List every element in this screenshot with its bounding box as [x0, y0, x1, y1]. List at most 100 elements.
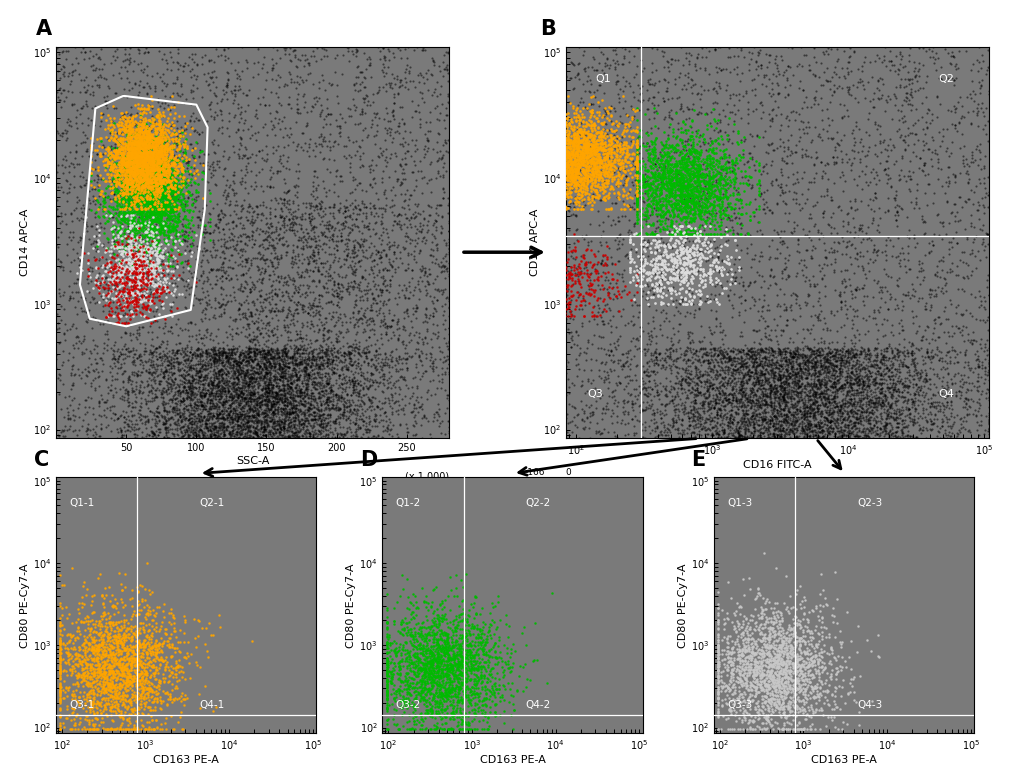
- Point: [747, 360, 763, 372]
- Point: [811, 354, 827, 366]
- Point: [118, 634, 135, 646]
- Point: [137, 198, 153, 210]
- Point: [376, 352, 392, 365]
- Point: [153, 210, 169, 223]
- Point: [86, 669, 102, 681]
- Point: [738, 393, 754, 405]
- Point: [773, 634, 790, 646]
- Point: [129, 162, 146, 175]
- Point: [824, 132, 841, 144]
- Point: [205, 408, 221, 421]
- Point: [549, 147, 566, 159]
- Point: [862, 234, 878, 246]
- Point: [734, 362, 750, 375]
- Point: [620, 120, 636, 132]
- Point: [575, 149, 591, 161]
- Point: [760, 661, 776, 674]
- Point: [962, 268, 978, 281]
- Point: [788, 722, 804, 735]
- Point: [103, 150, 119, 162]
- Point: [237, 364, 254, 376]
- Point: [303, 207, 319, 220]
- Point: [739, 341, 755, 354]
- Point: [279, 352, 296, 364]
- Point: [561, 154, 578, 166]
- Point: [580, 170, 596, 182]
- Point: [118, 296, 135, 308]
- Point: [587, 161, 603, 173]
- Point: [682, 192, 698, 204]
- Point: [733, 352, 749, 364]
- Point: [722, 389, 739, 401]
- Point: [652, 258, 668, 270]
- Point: [624, 398, 640, 411]
- Point: [828, 400, 845, 412]
- Point: [709, 670, 726, 682]
- Point: [344, 396, 361, 408]
- Point: [94, 239, 110, 251]
- Point: [714, 162, 731, 175]
- Point: [233, 65, 250, 78]
- Point: [795, 369, 811, 381]
- Point: [393, 177, 410, 189]
- Point: [112, 648, 128, 660]
- Point: [180, 191, 197, 203]
- Point: [367, 355, 383, 367]
- Point: [129, 629, 146, 642]
- Point: [262, 343, 278, 355]
- Point: [671, 362, 687, 374]
- Point: [293, 398, 310, 411]
- Point: [301, 346, 317, 359]
- Point: [157, 170, 173, 182]
- Point: [699, 246, 715, 258]
- Point: [466, 655, 482, 667]
- Point: [104, 237, 120, 249]
- Point: [560, 116, 577, 129]
- Point: [101, 206, 117, 218]
- Point: [793, 188, 809, 200]
- Point: [144, 381, 160, 393]
- Point: [183, 169, 200, 182]
- Point: [520, 157, 536, 169]
- Point: [121, 195, 138, 207]
- Point: [689, 151, 705, 164]
- Point: [555, 134, 572, 147]
- Point: [792, 661, 808, 674]
- Point: [636, 424, 652, 436]
- Point: [190, 243, 206, 255]
- Point: [132, 690, 149, 702]
- Point: [120, 317, 137, 329]
- Point: [703, 171, 719, 183]
- Point: [969, 368, 985, 380]
- Point: [635, 270, 651, 282]
- Point: [129, 139, 146, 151]
- Point: [713, 255, 730, 267]
- Point: [452, 691, 469, 703]
- Point: [192, 356, 208, 369]
- Point: [801, 720, 817, 733]
- Point: [639, 380, 655, 393]
- Point: [214, 283, 230, 296]
- Point: [139, 185, 155, 198]
- Point: [298, 120, 314, 133]
- Point: [810, 420, 826, 432]
- Point: [144, 216, 160, 228]
- Point: [566, 266, 582, 279]
- Point: [362, 178, 378, 190]
- Point: [559, 142, 576, 154]
- Point: [774, 362, 791, 374]
- Point: [630, 250, 646, 262]
- Point: [677, 160, 693, 172]
- Point: [693, 245, 709, 258]
- Point: [281, 430, 298, 442]
- Point: [528, 171, 544, 184]
- Point: [183, 348, 200, 361]
- Point: [119, 218, 136, 230]
- Point: [270, 411, 286, 424]
- Point: [147, 144, 163, 156]
- Point: [661, 241, 678, 253]
- Point: [842, 352, 858, 364]
- Point: [177, 391, 194, 404]
- Point: [790, 653, 806, 666]
- Point: [158, 723, 174, 736]
